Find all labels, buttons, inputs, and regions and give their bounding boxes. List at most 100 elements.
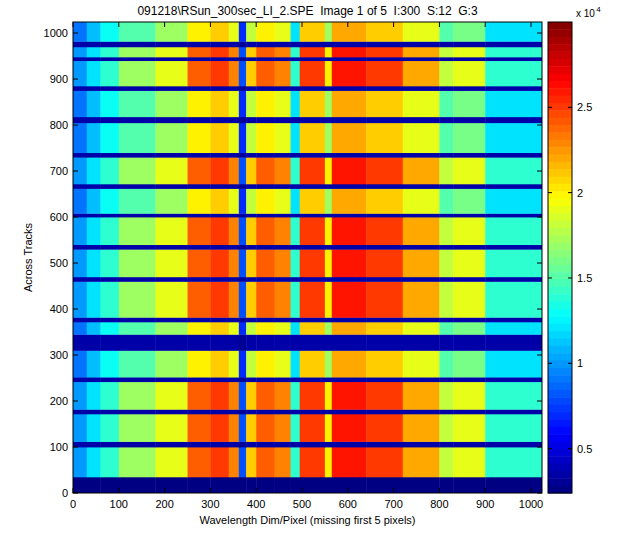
cell bbox=[485, 414, 542, 442]
cell bbox=[229, 409, 239, 414]
colorbar-strip bbox=[548, 309, 572, 317]
cell bbox=[229, 447, 239, 477]
cell bbox=[403, 277, 440, 282]
cell bbox=[275, 317, 291, 322]
cell bbox=[332, 409, 367, 414]
cell bbox=[188, 447, 211, 477]
colorbar-strip bbox=[548, 397, 572, 405]
cell bbox=[439, 157, 453, 184]
cell bbox=[73, 86, 87, 91]
cell bbox=[485, 477, 542, 493]
cell bbox=[439, 117, 453, 123]
y-tick-label: 1000 bbox=[44, 27, 68, 39]
colorbar-strip bbox=[548, 162, 572, 170]
cell bbox=[256, 61, 275, 87]
cell bbox=[439, 57, 453, 61]
colorbar-strip bbox=[548, 294, 572, 302]
cell bbox=[73, 57, 87, 61]
cell bbox=[275, 322, 291, 335]
cell bbox=[485, 377, 542, 382]
cell bbox=[439, 447, 453, 477]
cell bbox=[366, 441, 403, 447]
cell bbox=[275, 117, 291, 123]
cell bbox=[188, 281, 211, 317]
cell bbox=[332, 57, 367, 61]
x-tick bbox=[73, 488, 74, 493]
cell bbox=[246, 61, 256, 87]
cell bbox=[239, 409, 247, 414]
cell bbox=[403, 477, 440, 493]
cell bbox=[325, 86, 332, 91]
cell bbox=[325, 350, 332, 377]
cell bbox=[246, 377, 256, 382]
colorbar-strip bbox=[548, 59, 572, 67]
cell bbox=[229, 350, 239, 377]
colorbar-strip bbox=[548, 265, 572, 273]
cell bbox=[239, 47, 247, 58]
cell bbox=[256, 91, 275, 118]
colorbar-strip bbox=[548, 427, 572, 435]
cell bbox=[291, 123, 301, 153]
cell bbox=[188, 245, 211, 250]
cell bbox=[325, 153, 332, 158]
cell bbox=[275, 91, 291, 118]
colorbar-strip bbox=[548, 383, 572, 391]
y-tick-label: 800 bbox=[50, 119, 68, 131]
cell bbox=[188, 277, 211, 282]
cell bbox=[453, 22, 485, 42]
cell bbox=[453, 441, 485, 447]
cell bbox=[291, 117, 301, 123]
colorbar-strip bbox=[548, 456, 572, 464]
cell bbox=[73, 281, 87, 317]
cell bbox=[100, 322, 119, 335]
y-tick-label: 0 bbox=[62, 487, 68, 499]
cell bbox=[155, 184, 187, 189]
cell bbox=[291, 189, 301, 214]
cell bbox=[300, 47, 326, 58]
colorbar bbox=[548, 22, 572, 494]
cell bbox=[246, 447, 256, 477]
cell bbox=[87, 184, 101, 189]
cell bbox=[256, 350, 275, 377]
cell bbox=[453, 184, 485, 189]
colorbar-strip bbox=[548, 103, 572, 111]
colorbar-multiplier: x 10 bbox=[576, 8, 595, 19]
cell bbox=[246, 245, 256, 250]
y-tick-label: 600 bbox=[50, 211, 68, 223]
colorbar-strip bbox=[548, 177, 572, 185]
cell bbox=[300, 22, 326, 42]
cell bbox=[73, 117, 87, 123]
colorbar-tick-label: 1 bbox=[577, 357, 583, 369]
cell bbox=[100, 447, 119, 477]
cell bbox=[403, 245, 440, 250]
cell bbox=[366, 22, 403, 42]
cell bbox=[453, 245, 485, 250]
cell bbox=[275, 22, 291, 42]
cell bbox=[291, 350, 301, 377]
cell bbox=[73, 41, 87, 47]
cell bbox=[87, 322, 101, 335]
cell bbox=[439, 322, 453, 335]
cell bbox=[366, 213, 403, 217]
title: 091218\RSun_300sec_LI_2.SPE Image 1 of 5… bbox=[137, 4, 478, 18]
cell bbox=[246, 86, 256, 91]
x-tick bbox=[439, 488, 440, 493]
cell bbox=[403, 153, 440, 158]
cell bbox=[87, 334, 101, 350]
cell bbox=[155, 86, 187, 91]
cell bbox=[87, 22, 101, 42]
cell bbox=[291, 245, 301, 250]
cell bbox=[453, 61, 485, 87]
colorbar-strip bbox=[548, 44, 572, 52]
cell bbox=[229, 317, 239, 322]
cell bbox=[300, 153, 326, 158]
cell bbox=[100, 334, 119, 350]
y-tick-right bbox=[537, 79, 542, 80]
cell bbox=[119, 22, 156, 42]
cell bbox=[188, 414, 211, 442]
cell bbox=[239, 117, 247, 123]
colorbar-strip bbox=[548, 184, 572, 192]
cell bbox=[300, 213, 326, 217]
cell bbox=[291, 277, 301, 282]
x-tick-label: 100 bbox=[110, 498, 128, 510]
